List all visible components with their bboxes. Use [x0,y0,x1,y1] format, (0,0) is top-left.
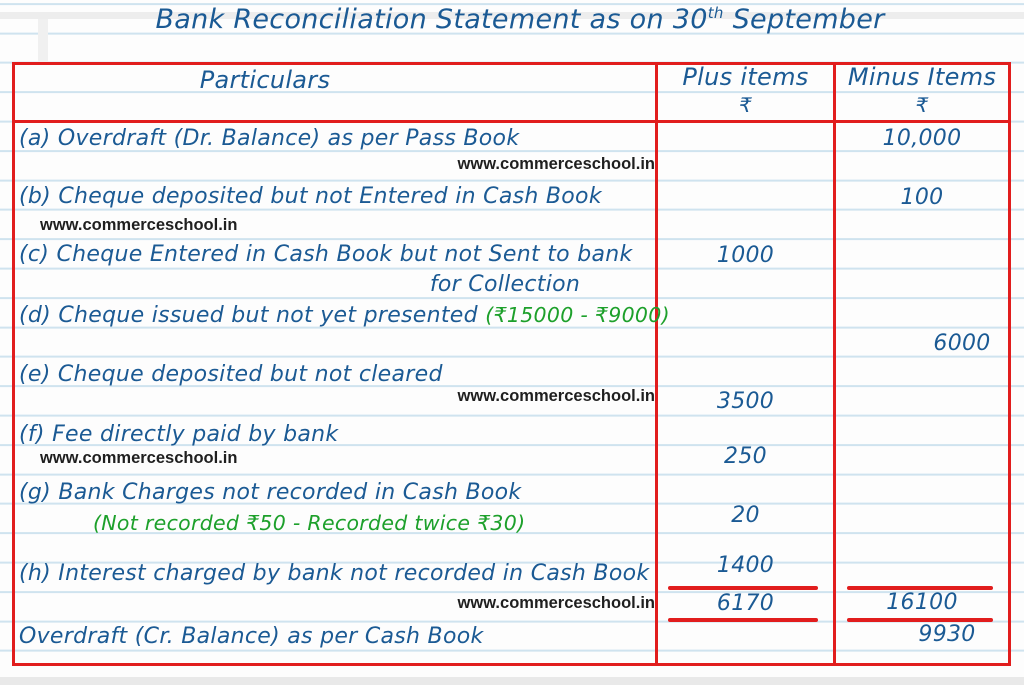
page-bottom-band [0,677,1024,685]
column-divider-plus [655,65,658,663]
row-b-label: (b) Cheque deposited but not Entered in … [19,184,602,209]
row-h-label: (h) Interest charged by bank not recorde… [19,561,650,586]
plus-total-topline [668,586,818,590]
row-a-minus-amount: 10,000 [882,126,962,151]
title-ordinal: th [707,4,724,22]
minus-total-topline [847,586,993,590]
row-e-label: (e) Cheque deposited but not cleared [19,362,443,387]
row-c-label: (c) Cheque Entered in Cash Book but not … [19,242,633,267]
row-e-plus-amount: 3500 [716,389,775,414]
row-f-plus-amount: 250 [724,444,767,469]
title-text: Bank Reconciliation Statement as on 30 [155,4,708,35]
minus-currency-symbol: ₹ [915,93,929,117]
page-title: Bank Reconciliation Statement as on 30th… [140,4,900,35]
watermark-4: www.commerceschool.in [40,449,238,467]
row-g-plus-amount: 20 [731,503,760,528]
row-c-plus-amount: 1000 [716,243,775,268]
result-minus-amount: 9930 [918,622,976,647]
header-plus-items: Plus items [682,63,809,91]
plus-currency-symbol: ₹ [738,93,753,117]
minus-total-amount: 16100 [886,590,958,615]
watermark-1: www.commerceschool.in [457,155,655,173]
page-left-margin-band [38,19,48,62]
row-d-minus-amount: 6000 [933,331,991,356]
row-g-label: (g) Bank Charges not recorded in Cash Bo… [19,480,522,505]
plus-total-bottomline [668,618,818,622]
row-g-annotation: (Not recorded ₹50 - Recorded twice ₹30) [93,511,526,535]
row-f-label: (f) Fee directly paid by bank [19,422,339,447]
row-d-label-text: (d) Cheque issued but not yet presented [19,303,478,328]
watermark-2: www.commerceschool.in [40,216,238,234]
row-d-label: (d) Cheque issued but not yet presented … [19,301,670,330]
page-top-margin-band [0,12,1024,19]
row-a-label: (a) Overdraft (Dr. Balance) as per Pass … [19,126,520,151]
watermark-3: www.commerceschool.in [457,387,655,405]
row-d-annotation: (₹15000 - ₹9000) [485,303,670,327]
reconciliation-table: Particulars Plus items ₹ Minus Items ₹ (… [12,62,1011,666]
plus-total-amount: 6170 [716,591,775,616]
result-label: Overdraft (Cr. Balance) as per Cash Book [19,624,484,649]
header-divider [15,120,1008,123]
column-divider-minus [833,65,836,663]
watermark-5: www.commerceschool.in [457,594,655,612]
header-minus-items: Minus Items [847,63,997,91]
row-c-label-line2: for Collection [429,272,581,297]
row-h-plus-amount: 1400 [716,553,775,578]
header-particulars: Particulars [199,66,331,94]
title-month: September [723,4,885,35]
row-b-minus-amount: 100 [900,185,944,210]
minus-total-bottomline [847,618,993,622]
